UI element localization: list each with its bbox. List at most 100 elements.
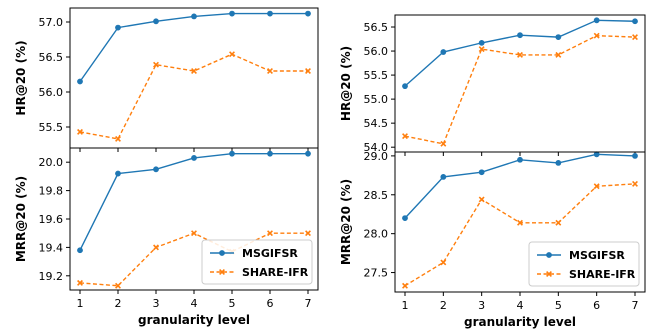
data-point [402,282,408,289]
data-point [305,150,311,157]
x-tick-label: 1 [77,297,84,310]
y-tick-label: 55.0 [364,93,389,106]
y-tick-label: 19.6 [39,213,64,226]
legend-marker [546,271,552,277]
x-tick-label: 3 [153,297,160,310]
x-tick-label: 7 [632,299,639,312]
y-axis-label: MRR@20 (%) [14,176,28,262]
series-line-msgifsr [404,153,636,219]
data-point [478,196,485,203]
data-point [593,32,600,39]
data-point [478,169,485,176]
data-point [267,10,273,17]
legend: MSGIFSR SHARE-IFR [528,241,640,287]
data-point [632,180,638,187]
data-point [632,18,638,25]
y-axis-label: MRR@20 (%) [339,179,353,265]
data-point [115,135,121,142]
y-tick-label: 20.0 [39,156,64,169]
chart-panel-top-right: 54.0 54.5 55.0 55.5 56.0 56.5 HR@20 (%) [339,14,646,156]
data-point [77,128,83,135]
data-point [555,34,562,41]
x-tick-label: 2 [115,297,122,310]
legend-marker [219,269,225,275]
data-point [440,49,447,55]
data-point [267,68,273,74]
data-point [402,83,408,90]
legend-marker [546,252,552,258]
data-point [440,259,447,266]
data-point [555,159,562,166]
y-axis-label: HR@20 (%) [339,46,353,121]
y-tick-label: 55.5 [364,69,389,82]
data-point [305,68,311,74]
x-tick-label: 2 [440,299,447,312]
data-point [305,230,311,237]
y-tick-label: 29.0 [364,150,389,163]
x-tick-label: 4 [517,299,524,312]
x-tick-label: 6 [593,299,600,312]
y-tick-label: 56.0 [364,45,389,58]
y-tick-label: 54.0 [364,141,389,154]
series-line-share-ifr [404,34,636,145]
data-point [191,13,197,20]
y-tick-label: 19.4 [39,241,64,254]
legend-marker [219,250,225,256]
x-tick-label: 5 [229,297,236,310]
legend-entry-share-ifr: SHARE-IFR [569,268,636,281]
y-tick-label: 19.8 [39,185,64,198]
data-point [115,170,121,177]
data-point [632,34,638,41]
legend-box [201,239,313,285]
y-tick-label: 56.5 [364,21,389,34]
data-point [153,18,159,25]
data-point [402,133,408,140]
data-point [153,244,159,251]
x-tick-label: 1 [402,299,409,312]
legend-entry-msgifsr: MSGIFSR [569,249,625,262]
y-tick-label: 57.0 [39,16,64,29]
data-point [77,247,83,254]
x-tick-label: 3 [478,299,485,312]
y-tick-label: 56.0 [39,86,64,99]
data-point [229,51,235,58]
data-point [402,215,408,222]
legend-entry-share-ifr: SHARE-IFR [242,266,309,279]
y-tick-label: 27.5 [364,267,389,280]
data-point [191,68,197,74]
x-tick-label: 6 [267,297,274,310]
series-line-msgifsr [79,152,308,251]
data-point [517,51,523,58]
data-point [115,24,121,31]
x-tick-label: 7 [305,297,312,310]
y-tick-label: 54.5 [364,117,389,130]
data-point [77,279,83,286]
chart-panel-top-left: 55.5 56.0 56.5 57.0 HR@20 (%) [14,7,319,152]
x-tick-label: 5 [555,299,562,312]
y-tick-label: 28.0 [364,228,389,241]
legend-box [528,241,640,287]
data-point [153,166,159,173]
data-point [267,150,273,157]
data-point [517,32,523,39]
legend: MSGIFSR SHARE-IFR [201,239,313,285]
data-point [115,282,121,289]
data-point [229,10,235,17]
data-point [77,78,83,85]
chart-panel-bottom-left: 19.2 19.4 19.6 19.8 20.0 1 2 3 4 5 6 7 MRR@20 (%) gra… [14,147,319,327]
x-axis-label: granularity level [138,313,250,327]
y-tick-label: 55.5 [39,121,64,134]
data-point [593,183,600,190]
data-point [440,140,447,147]
data-point [191,155,197,161]
data-point [517,219,523,226]
data-point [267,230,273,237]
data-point [593,151,600,158]
data-point [229,150,235,157]
legend-entry-msgifsr: MSGIFSR [242,247,298,260]
series-line-share-ifr [79,53,308,140]
y-tick-label: 19.2 [39,270,64,283]
plot-frame [69,7,319,149]
y-tick-label: 28.5 [364,189,389,202]
data-point [555,219,562,226]
